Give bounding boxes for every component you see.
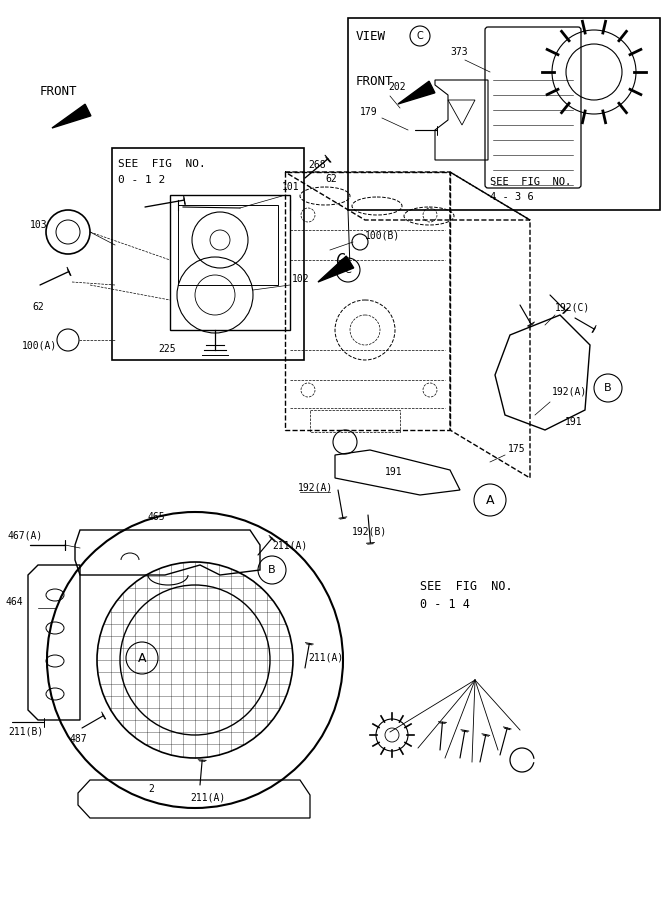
Text: C: C <box>417 31 424 41</box>
Text: B: B <box>268 565 276 575</box>
Text: B: B <box>604 383 612 393</box>
Polygon shape <box>398 81 435 104</box>
Bar <box>348 18 660 210</box>
Text: 179: 179 <box>360 107 378 117</box>
Text: SEE  FIG  NO.: SEE FIG NO. <box>490 177 571 187</box>
Text: 101: 101 <box>282 182 299 192</box>
Text: 268: 268 <box>308 160 325 170</box>
Text: C: C <box>335 253 344 268</box>
Text: 2: 2 <box>148 784 154 794</box>
Text: 102: 102 <box>292 274 309 284</box>
Text: C: C <box>345 265 352 275</box>
Text: 4 - 3 6: 4 - 3 6 <box>490 192 534 202</box>
Text: 103: 103 <box>30 220 47 230</box>
Text: 0 - 1 4: 0 - 1 4 <box>420 598 470 611</box>
Text: 100(B): 100(B) <box>365 230 400 240</box>
Bar <box>112 148 304 360</box>
Text: 464: 464 <box>5 597 23 607</box>
Text: FRONT: FRONT <box>356 75 394 88</box>
Text: 191: 191 <box>385 467 403 477</box>
Text: 175: 175 <box>508 444 526 454</box>
Text: 192(A): 192(A) <box>552 387 587 397</box>
Text: 62: 62 <box>32 302 44 312</box>
Text: A: A <box>486 493 494 507</box>
Text: SEE  FIG  NO.: SEE FIG NO. <box>118 159 205 169</box>
Bar <box>178 205 278 285</box>
Text: 211(A): 211(A) <box>190 792 225 802</box>
Text: A: A <box>138 652 146 664</box>
Polygon shape <box>318 256 354 282</box>
Text: 211(B): 211(B) <box>8 727 43 737</box>
Text: 225: 225 <box>158 344 175 354</box>
Polygon shape <box>52 104 91 128</box>
Bar <box>310 410 400 432</box>
Text: 192(C): 192(C) <box>555 302 590 312</box>
Text: 192(B): 192(B) <box>352 527 388 537</box>
Text: 202: 202 <box>388 82 406 92</box>
Text: 100(A): 100(A) <box>22 340 57 350</box>
Text: SEE  FIG  NO.: SEE FIG NO. <box>420 580 513 593</box>
Text: FRONT: FRONT <box>40 85 77 98</box>
Text: VIEW: VIEW <box>356 30 386 43</box>
Text: 191: 191 <box>565 417 583 427</box>
Text: 211(A): 211(A) <box>272 540 307 550</box>
Text: 0 - 1 2: 0 - 1 2 <box>118 175 165 185</box>
Text: 487: 487 <box>70 734 87 744</box>
Text: 62: 62 <box>325 174 337 184</box>
Text: 192(A): 192(A) <box>298 482 334 492</box>
Text: 467(A): 467(A) <box>8 530 43 540</box>
Text: 465: 465 <box>148 512 165 522</box>
Text: 373: 373 <box>450 47 468 57</box>
Text: 211(A): 211(A) <box>308 652 344 662</box>
